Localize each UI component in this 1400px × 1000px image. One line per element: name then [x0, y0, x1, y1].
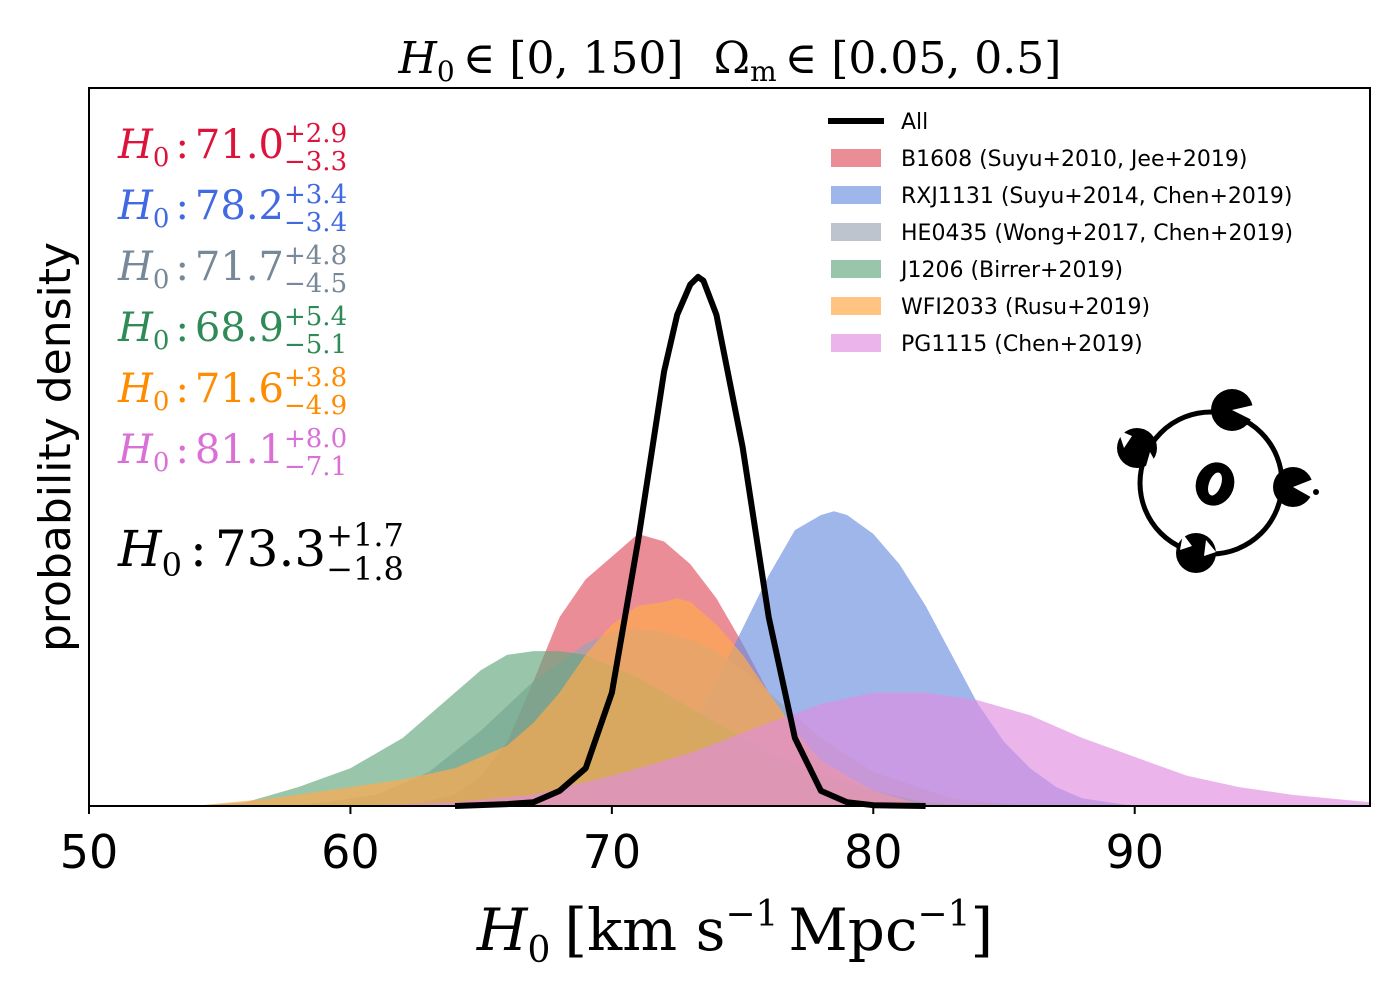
tdcosmo-logo [1117, 389, 1319, 573]
legend-label: B1608 (Suyu+2010, Jee+2019) [901, 147, 1248, 172]
estimate-value: 78.2 [195, 183, 284, 229]
legend-label: J1206 (Birrer+2019) [899, 258, 1123, 283]
estimate-plus: +4.8 [284, 241, 347, 271]
estimate-sep: : [175, 244, 188, 290]
combined-est-plus: +1.7 [326, 516, 404, 554]
estimate-value: 68.9 [195, 305, 284, 351]
estimate-series-0: H0:71.0+2.9 −3.3 [117, 119, 347, 177]
legend-swatch [831, 223, 881, 241]
legend-swatch [831, 186, 881, 204]
estimate-minus: −4.5 [284, 269, 347, 299]
estimate-symbol: H [117, 122, 154, 168]
title-h-sub: 0 [437, 55, 455, 88]
legend-swatch [831, 260, 881, 278]
estimate-value: 81.1 [195, 427, 284, 473]
combined-est-sep: : [190, 520, 207, 578]
estimate-value: 71.0 [195, 122, 284, 168]
estimate-sub: 0 [153, 326, 170, 356]
estimate-plus: +5.4 [284, 302, 347, 332]
estimate-sub: 0 [153, 204, 170, 234]
estimate-symbol: H [117, 244, 154, 290]
legend-swatch [831, 297, 881, 315]
estimate-plus: +2.9 [284, 119, 347, 149]
line-all [454, 273, 926, 809]
estimate-plus: +8.0 [284, 424, 347, 454]
estimate-sep: : [175, 122, 188, 168]
estimate-sep: : [175, 183, 188, 229]
xlabel-exp2: −1 [917, 894, 970, 935]
estimate-symbol: H [117, 427, 154, 473]
legend-label: RXJ1131 (Suyu+2014, Chen+2019) [901, 184, 1292, 209]
estimate-minus: −4.9 [284, 391, 347, 421]
title-om-range: ∈ [0.05, 0.5] [785, 33, 1062, 84]
x-tick-label: 70 [583, 825, 642, 879]
estimate-minus: −5.1 [284, 330, 347, 360]
x-tick-label: 60 [321, 825, 380, 879]
combined-estimate: H0:73.3+1.7 −1.8 [117, 516, 404, 588]
combined-est-value: 73.3 [215, 520, 326, 578]
xlabel-sub: 0 [527, 930, 550, 971]
estimate-sub: 0 [153, 143, 170, 173]
estimate-sep: : [175, 427, 188, 473]
x-ticks: 50 60 70 80 90 [60, 806, 1164, 879]
chart-title: H0 ∈ [0, 150] Ωm ∈ [0.05, 0.5] [398, 33, 1062, 88]
legend-label: All [901, 110, 928, 135]
estimate-plus: +3.8 [284, 363, 347, 393]
title-h-symbol: H [398, 33, 439, 84]
estimate-value: 71.6 [195, 366, 284, 412]
combined-est-symbol: H [117, 520, 163, 578]
estimate-sep: : [175, 366, 188, 412]
estimate-minus: −3.3 [284, 147, 347, 177]
estimate-symbol: H [117, 183, 154, 229]
xlabel-unit1: km s [587, 896, 725, 964]
legend: All B1608 (Suyu+2010, Jee+2019) RXJ1131 (S… [828, 110, 1293, 357]
area-series-5 [350, 692, 1370, 806]
estimate-sub: 0 [153, 265, 170, 295]
xlabel-symbol: H [476, 896, 529, 964]
xlabel-close: ] [971, 896, 994, 964]
estimate-sub: 0 [153, 387, 170, 417]
estimate-symbol: H [117, 305, 154, 351]
h0-estimates: H0:71.0+2.9 −3.3H0:78.2+3.4 −3.4H0:71.7+4.… [117, 119, 347, 482]
estimate-plus: +3.4 [284, 180, 347, 210]
xlabel-open: [ [564, 896, 587, 964]
estimate-series-3: H0:68.9+5.4 −5.1 [117, 302, 347, 360]
estimate-sub: 0 [153, 448, 170, 478]
estimate-series-2: H0:71.7+4.8 −4.5 [117, 241, 347, 299]
x-tick-label: 50 [60, 825, 119, 879]
estimate-minus: −3.4 [284, 208, 347, 238]
estimate-sep: : [175, 305, 188, 351]
estimate-value: 71.7 [195, 244, 284, 290]
plot-frame [88, 87, 1371, 807]
estimate-series-4: H0:71.6+3.8 −4.9 [117, 363, 347, 421]
legend-swatch [831, 149, 881, 167]
x-tick-label: 80 [844, 825, 903, 879]
title-om-symbol: Ω [714, 33, 750, 84]
legend-label: PG1115 (Chen+2019) [901, 332, 1143, 357]
estimate-symbol: H [117, 366, 154, 412]
plot-fills [193, 511, 1370, 806]
x-axis-label: H0 [km s−1 Mpc−1] [476, 894, 993, 971]
estimate-series-5: H0:81.1+8.0 −7.1 [117, 424, 347, 482]
legend-label: HE0435 (Wong+2017, Chen+2019) [901, 221, 1293, 246]
plot-line [454, 273, 926, 809]
xlabel-exp1: −1 [725, 894, 778, 935]
title-h-range: ∈ [0, 150] [463, 33, 684, 84]
legend-label: WFI2033 (Rusu+2019) [901, 295, 1150, 320]
title-om-sub: m [750, 55, 777, 88]
y-axis-label: probability density [30, 242, 81, 652]
estimate-minus: −7.1 [284, 452, 347, 482]
combined-est-sub: 0 [162, 546, 182, 584]
estimate-series-1: H0:78.2+3.4 −3.4 [117, 180, 347, 238]
x-tick-label: 90 [1105, 825, 1164, 879]
legend-swatch [831, 334, 881, 352]
combined-est-minus: −1.8 [326, 550, 404, 588]
xlabel-unit2: Mpc [788, 896, 917, 964]
